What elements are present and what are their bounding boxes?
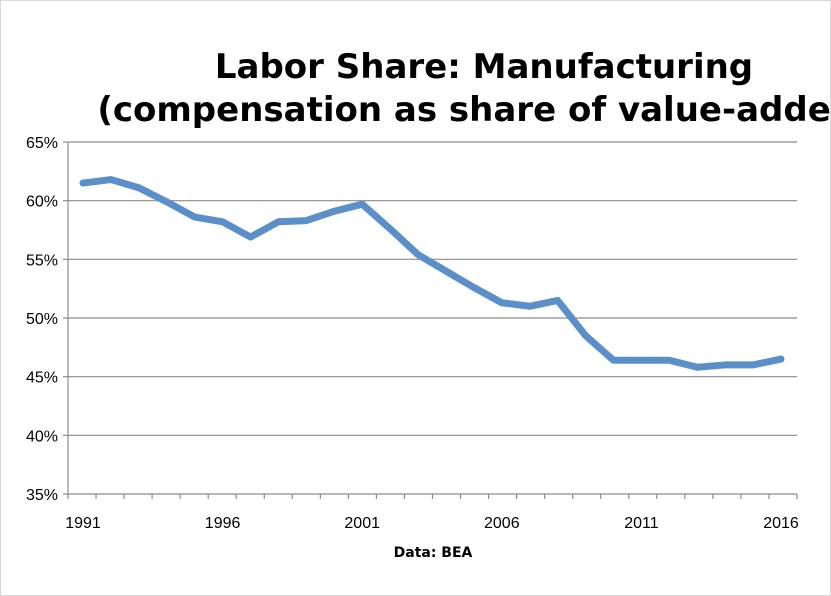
- series-line-0: [79, 176, 785, 371]
- y-tick-label-40: 40%: [26, 428, 58, 445]
- y-tick-label-35: 35%: [26, 487, 58, 504]
- series-layer: [79, 176, 785, 371]
- y-tick-label-65: 65%: [26, 135, 58, 152]
- x-tick-label-2006: 2006: [484, 515, 520, 532]
- y-tick-label-45: 45%: [26, 370, 58, 387]
- x-tick-label-2016: 2016: [763, 515, 799, 532]
- y-tick-label-55: 55%: [26, 252, 58, 269]
- x-axis-tick-labels: 1991 1996 2001 2006 2011 2016: [65, 515, 799, 532]
- x-tick-label-1996: 1996: [205, 515, 241, 532]
- chart-title-line-2: (compensation as share of value-added): [97, 90, 831, 130]
- x-tick-label-2001: 2001: [344, 515, 380, 532]
- y-tick-label-60: 60%: [26, 194, 58, 211]
- x-tick-label-2011: 2011: [624, 515, 659, 532]
- x-tick-label-1991: 1991: [65, 515, 101, 532]
- y-tick-label-50: 50%: [26, 311, 58, 328]
- chart-title-line-1: Labor Share: Manufacturing: [215, 47, 753, 87]
- y-axis-tick-labels: 35% 40% 45% 50% 55% 60% 65%: [26, 135, 58, 504]
- gridlines: [68, 141, 797, 436]
- axes: [63, 141, 798, 499]
- x-axis-label: Data: BEA: [394, 545, 473, 561]
